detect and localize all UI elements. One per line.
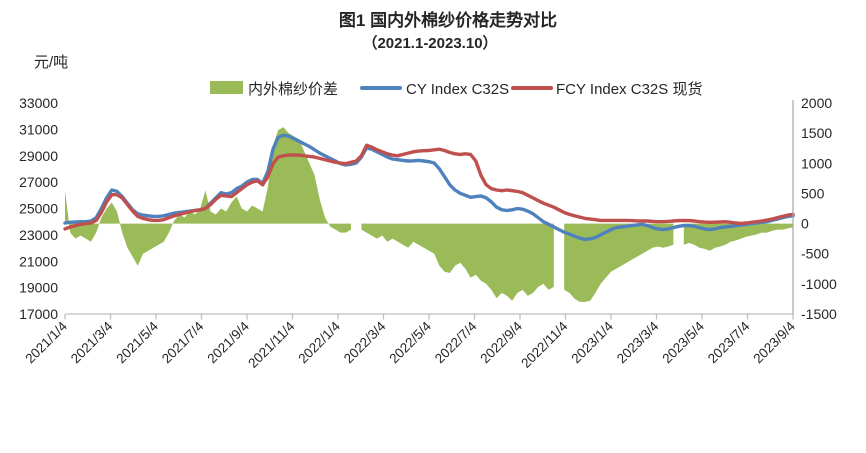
left-axis-unit-label: 元/吨 <box>34 54 68 71</box>
left-axis-tick-label: 23000 <box>19 227 58 243</box>
plot-area <box>63 127 795 302</box>
chart-title: 图1 国内外棉纱价格走势对比 <box>339 10 557 30</box>
spread-area-series <box>65 127 793 302</box>
x-axis-label: 2023/7/4 <box>705 318 753 366</box>
x-axis-label: 2022/3/4 <box>341 318 389 366</box>
right-axis-tick-label: 2000 <box>801 95 832 111</box>
x-axis-label: 2021/11/4 <box>245 318 298 371</box>
left-axis-tick-label: 17000 <box>19 306 58 322</box>
legend: 内外棉纱价差 CY Index C32S FCY Index C32S 现货 <box>210 81 702 98</box>
right-axis-tick-label: -1000 <box>801 276 837 292</box>
x-axis-label: 2022/11/4 <box>518 318 571 371</box>
left-axis-tick-label: 29000 <box>19 148 58 164</box>
x-axis-label: 2021/1/4 <box>22 318 70 366</box>
x-axis-label: 2022/7/4 <box>432 318 480 366</box>
fcy-index-line-series <box>63 143 795 231</box>
left-axis-tick-label: 33000 <box>19 95 58 111</box>
legend-label-cy-index: CY Index C32S <box>406 81 509 98</box>
right-axis-tick-label: 1000 <box>801 155 832 171</box>
left-axis-tick-label: 31000 <box>19 121 58 137</box>
legend-label-spread: 内外棉纱价差 <box>248 81 338 98</box>
x-axis-label: 2023/9/4 <box>750 318 798 366</box>
x-axis-label: 2023/5/4 <box>659 318 707 366</box>
chart-subtitle: （2021.1-2023.10） <box>362 34 497 52</box>
left-axis-tick-label: 25000 <box>19 201 58 217</box>
right-axis-tick-label: -500 <box>801 246 829 262</box>
x-axis-label: 2021/7/4 <box>159 318 207 366</box>
x-axis-label: 2022/1/4 <box>295 318 343 366</box>
x-axis-label: 2023/1/4 <box>568 318 616 366</box>
legend-swatch-spread <box>210 81 243 94</box>
legend-label-fcy-index: FCY Index C32S 现货 <box>556 81 702 98</box>
left-axis-tick-label: 27000 <box>19 174 58 190</box>
right-axis-tick-label: 500 <box>801 185 825 201</box>
right-axis-tick-label: 1500 <box>801 125 832 141</box>
right-axis-tick-label: -1500 <box>801 306 837 322</box>
right-axis-tick-label: 0 <box>801 216 809 232</box>
x-axis-label: 2021/5/4 <box>113 318 161 366</box>
x-axis-label: 2023/3/4 <box>614 318 662 366</box>
left-axis-tick-label: 21000 <box>19 253 58 269</box>
left-axis-tick-label: 19000 <box>19 280 58 296</box>
x-axis-label: 2021/3/4 <box>68 318 116 366</box>
x-axis-label: 2022/5/4 <box>386 318 434 366</box>
